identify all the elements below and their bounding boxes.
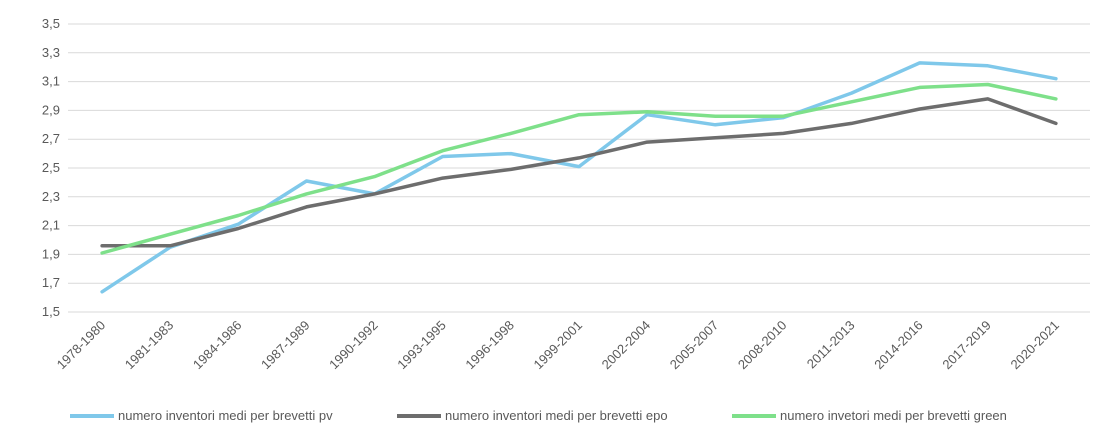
y-tick-label: 3,3 xyxy=(42,45,60,60)
x-tick-label: 2011-2013 xyxy=(804,318,858,372)
legend: numero inventori medi per brevetti pv num… xyxy=(70,408,1007,423)
series-line-1 xyxy=(100,61,1058,294)
y-tick-label: 3,5 xyxy=(42,16,60,31)
x-tick-label: 1987-1989 xyxy=(258,318,313,373)
y-tick-label: 3,1 xyxy=(42,74,60,89)
y-tick-label: 1,7 xyxy=(42,275,60,290)
x-tick-label: 2005-2007 xyxy=(667,318,722,373)
series-line-3 xyxy=(100,82,1058,255)
y-tick-label: 1,5 xyxy=(42,304,60,319)
x-tick-label: 1993-1995 xyxy=(394,318,449,373)
x-tick-label: 2014-2016 xyxy=(871,318,926,373)
series-line-2 xyxy=(100,97,1058,248)
x-tick-label: 1990-1992 xyxy=(326,318,381,373)
y-tick-label: 2,7 xyxy=(42,131,60,146)
y-tick-label: 1,9 xyxy=(42,246,60,261)
x-tick-label: 2020-2021 xyxy=(1007,318,1062,373)
legend-label-2: numero inventori medi per brevetti epo xyxy=(445,408,668,423)
x-tick-label: 1999-2001 xyxy=(531,318,586,373)
x-tick-label: 2017-2019 xyxy=(939,318,994,373)
x-tick-label: 1978-1980 xyxy=(54,318,109,373)
legend-label-1: numero inventori medi per brevetti pv xyxy=(118,408,333,423)
x-tick-label: 1996-1998 xyxy=(462,318,517,373)
x-axis-ticks: 1978-1980 1981-1983 1984-1986 1987-1989 1990… xyxy=(54,318,1062,373)
y-tick-label: 2,3 xyxy=(42,189,60,204)
y-axis-ticks: 1,5 1,7 1,9 2,1 2,3 2,5 2,7 2,9 3,1 3,3 3,5 xyxy=(42,16,60,319)
y-tick-label: 2,5 xyxy=(42,160,60,175)
y-tick-label: 2,9 xyxy=(42,102,60,117)
legend-label-3: numero invetori medi per brevetti green xyxy=(780,408,1007,423)
x-tick-label: 1984-1986 xyxy=(190,318,245,373)
x-tick-label: 2008-2010 xyxy=(735,318,790,373)
x-tick-label: 2002-2004 xyxy=(599,318,654,373)
y-tick-label: 2,1 xyxy=(42,218,60,233)
series-lines xyxy=(100,61,1058,294)
x-tick-label: 1981-1983 xyxy=(122,318,177,373)
